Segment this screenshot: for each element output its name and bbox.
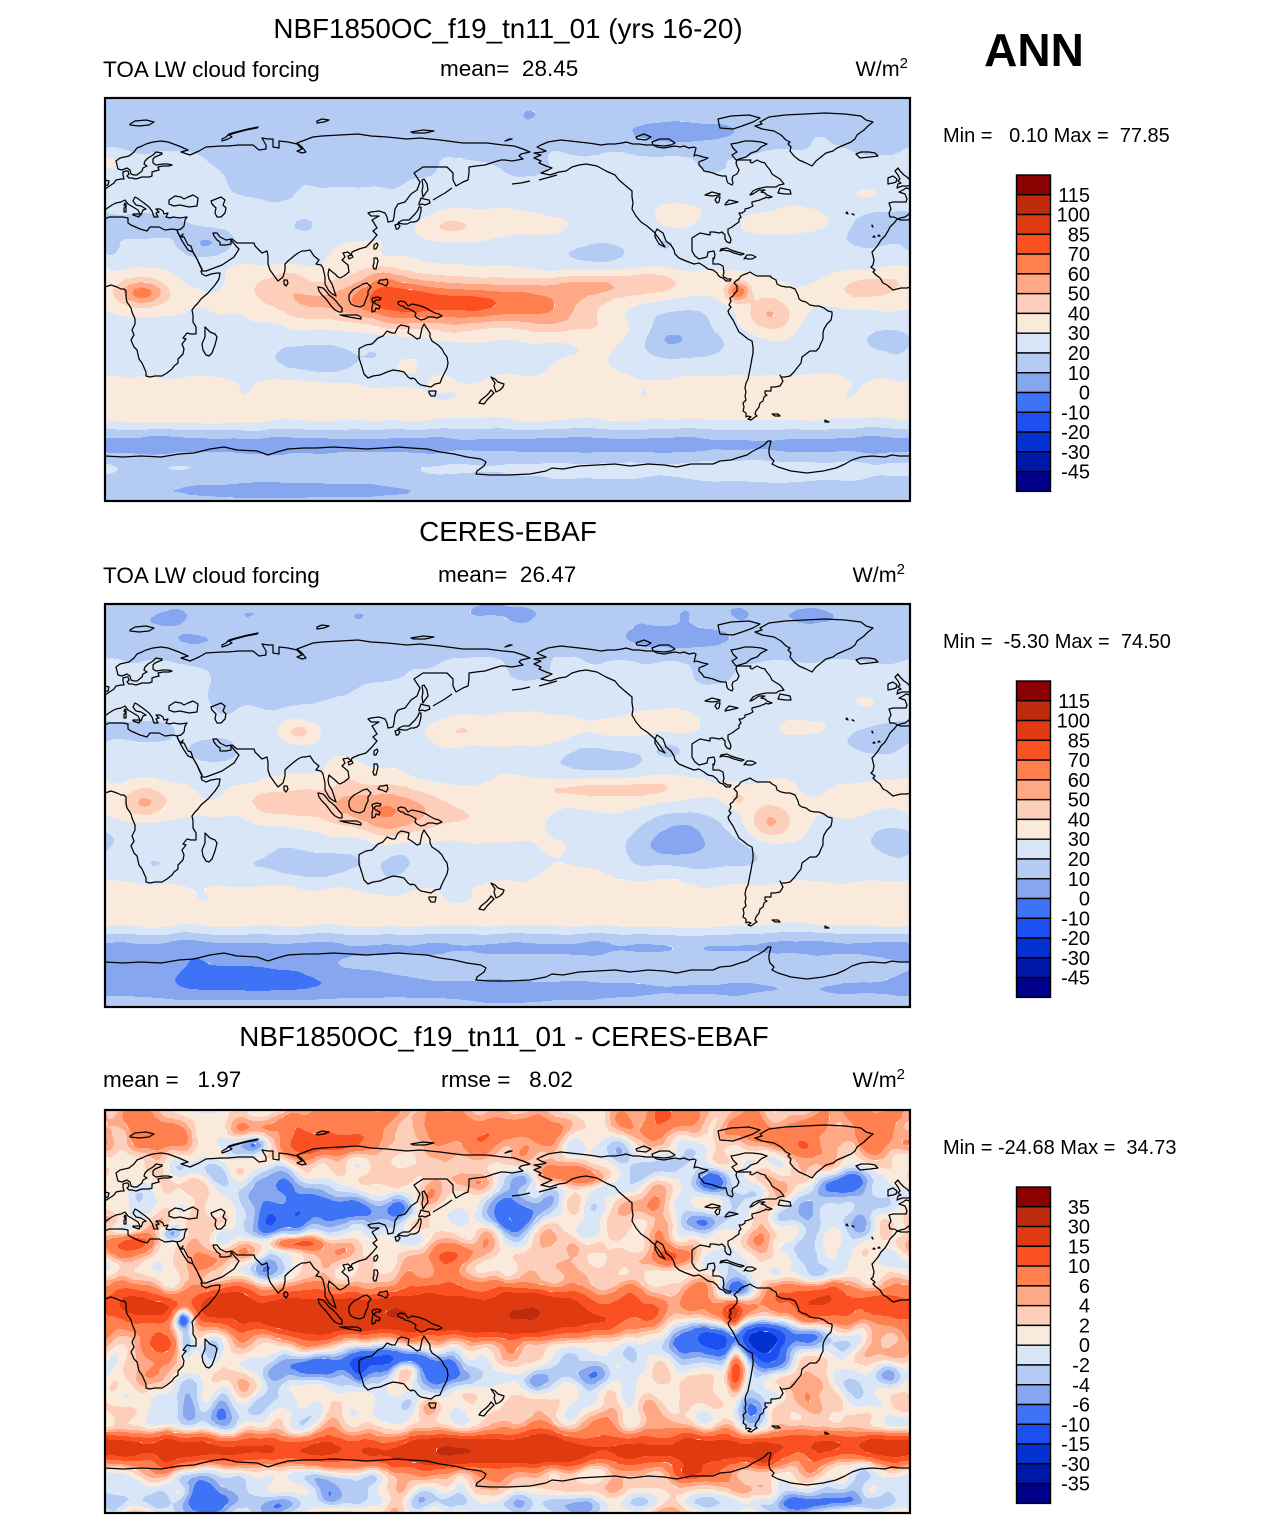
svg-text:CERES-EBAF: CERES-EBAF xyxy=(419,516,597,547)
svg-text:4: 4 xyxy=(1079,1296,1090,1318)
svg-text:10: 10 xyxy=(1068,363,1090,385)
svg-text:-10: -10 xyxy=(1061,402,1090,424)
svg-text:Min = -5.30 Max = 74.50: Min = -5.30 Max = 74.50 xyxy=(943,631,1171,653)
svg-text:Min = -24.68 Max = 34.73: Min = -24.68 Max = 34.73 xyxy=(943,1137,1176,1159)
svg-text:0: 0 xyxy=(1079,383,1090,405)
svg-text:W/m2: W/m2 xyxy=(852,1066,905,1092)
svg-text:0: 0 xyxy=(1079,889,1090,911)
svg-text:60: 60 xyxy=(1068,264,1090,286)
svg-text:-45: -45 xyxy=(1061,968,1090,990)
svg-text:85: 85 xyxy=(1068,730,1090,752)
svg-text:-45: -45 xyxy=(1061,462,1090,484)
svg-text:70: 70 xyxy=(1068,244,1090,266)
svg-text:-4: -4 xyxy=(1072,1375,1090,1397)
svg-text:20: 20 xyxy=(1068,849,1090,871)
svg-text:-20: -20 xyxy=(1061,422,1090,444)
svg-text:mean= 28.45: mean= 28.45 xyxy=(440,56,578,81)
svg-text:10: 10 xyxy=(1068,1256,1090,1278)
svg-text:mean = 1.97: mean = 1.97 xyxy=(103,1067,241,1092)
svg-text:15: 15 xyxy=(1068,1236,1090,1258)
svg-text:115: 115 xyxy=(1058,185,1090,207)
svg-text:-2: -2 xyxy=(1072,1355,1090,1377)
svg-text:-30: -30 xyxy=(1061,1454,1090,1476)
svg-text:NBF1850OC_f19_tn11_01 (yrs 16-: NBF1850OC_f19_tn11_01 (yrs 16-20) xyxy=(273,13,742,44)
svg-text:85: 85 xyxy=(1068,224,1090,246)
svg-text:50: 50 xyxy=(1068,284,1090,306)
svg-text:-6: -6 xyxy=(1072,1395,1090,1417)
svg-text:50: 50 xyxy=(1068,790,1090,812)
svg-text:W/m2: W/m2 xyxy=(852,561,905,587)
svg-text:-35: -35 xyxy=(1061,1474,1090,1496)
svg-text:rmse = 8.02: rmse = 8.02 xyxy=(441,1067,573,1092)
svg-text:mean= 26.47: mean= 26.47 xyxy=(438,562,576,587)
svg-text:10: 10 xyxy=(1068,869,1090,891)
svg-text:30: 30 xyxy=(1068,1217,1090,1239)
svg-text:60: 60 xyxy=(1068,770,1090,792)
svg-text:20: 20 xyxy=(1068,343,1090,365)
svg-text:Min = 0.10 Max = 77.85: Min = 0.10 Max = 77.85 xyxy=(943,125,1170,147)
svg-text:NBF1850OC_f19_tn11_01 - CERES-: NBF1850OC_f19_tn11_01 - CERES-EBAF xyxy=(239,1021,768,1052)
svg-text:40: 40 xyxy=(1068,303,1090,325)
svg-text:0: 0 xyxy=(1079,1335,1090,1357)
svg-text:-15: -15 xyxy=(1061,1434,1090,1456)
svg-text:TOA LW cloud forcing: TOA LW cloud forcing xyxy=(103,57,320,82)
svg-text:-10: -10 xyxy=(1061,908,1090,930)
svg-text:35: 35 xyxy=(1068,1197,1090,1219)
svg-text:-10: -10 xyxy=(1061,1414,1090,1436)
svg-text:-30: -30 xyxy=(1061,948,1090,970)
svg-text:30: 30 xyxy=(1068,323,1090,345)
svg-text:100: 100 xyxy=(1057,205,1090,227)
svg-text:ANN: ANN xyxy=(984,24,1084,76)
svg-text:40: 40 xyxy=(1068,809,1090,831)
svg-text:-20: -20 xyxy=(1061,928,1090,950)
svg-text:70: 70 xyxy=(1068,750,1090,772)
svg-text:115: 115 xyxy=(1058,691,1090,713)
svg-text:TOA LW cloud forcing: TOA LW cloud forcing xyxy=(103,563,320,588)
svg-text:2: 2 xyxy=(1079,1315,1090,1337)
svg-text:W/m2: W/m2 xyxy=(855,55,908,81)
svg-text:-30: -30 xyxy=(1061,442,1090,464)
svg-text:6: 6 xyxy=(1079,1276,1090,1298)
svg-text:30: 30 xyxy=(1068,829,1090,851)
svg-text:100: 100 xyxy=(1057,711,1090,733)
